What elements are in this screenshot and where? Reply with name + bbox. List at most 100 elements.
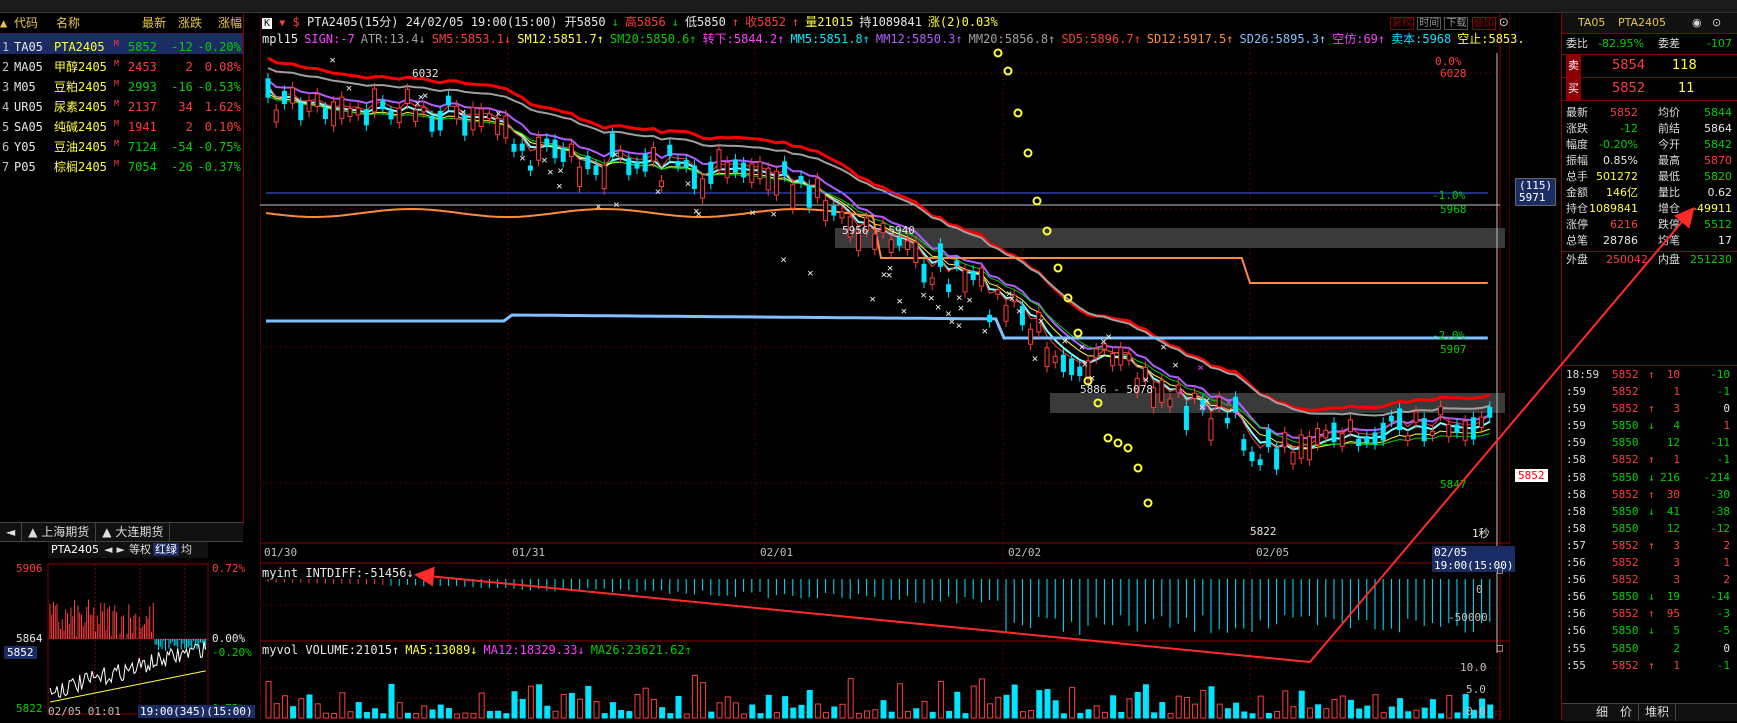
col-header-name[interactable]: 名称 <box>56 16 81 30</box>
tick-row[interactable]: :59 5852 ↑ 3 0 <box>1562 400 1737 417</box>
signal-marker: × <box>886 268 893 281</box>
stat-label: 总笔 <box>1566 234 1588 247</box>
candle <box>347 108 353 118</box>
tick-row[interactable]: :58 5850 12 -12 <box>1562 520 1737 537</box>
sort-icon[interactable]: ▲ <box>0 16 8 30</box>
tick-time: :56 <box>1566 624 1586 638</box>
time-button[interactable]: 时间 <box>1417 17 1442 30</box>
col-header-code[interactable]: 代码 <box>14 16 39 30</box>
signal-marker: × <box>935 301 942 314</box>
volume-bar <box>716 702 723 719</box>
mini-redgreen-tab[interactable]: 红绿 <box>152 543 179 556</box>
stop-marker <box>1073 328 1083 338</box>
ohlc-field: 量21015 <box>805 15 854 29</box>
tick-row[interactable]: :56 5852 3 1 <box>1562 554 1737 571</box>
tick-row[interactable]: :56 5850 ↓ 5 -5 <box>1562 622 1737 639</box>
tab-stack[interactable]: 堆积 <box>1639 704 1677 721</box>
dropdown-icon[interactable]: ▼ <box>279 18 286 29</box>
tick-row[interactable]: :58 5850 ↓ 41 -38 <box>1562 503 1737 520</box>
candle <box>765 167 771 191</box>
signal-marker: × <box>556 179 563 192</box>
mini-avg-tab[interactable]: 均 <box>180 543 192 556</box>
tick-row[interactable]: :58 5852 ↑ 30 -30 <box>1562 486 1737 503</box>
main-chart-svg[interactable]: ××××××××××××××××××××××××××××××××××××××××… <box>259 13 1511 720</box>
tick-row[interactable]: :57 5852 ↑ 3 2 <box>1562 537 1737 554</box>
clock-icon[interactable]: ⊙ <box>1712 16 1722 29</box>
tab-detail[interactable]: 细 <box>1596 705 1609 719</box>
stat-label: 今开 <box>1658 138 1680 151</box>
tick-row[interactable]: :55 5850 2 0 <box>1562 640 1737 657</box>
volume-bar <box>650 698 657 719</box>
mini-y-prev: 5864 <box>16 632 43 645</box>
volume-bar <box>478 692 485 719</box>
clock-icon[interactable]: ⊙ <box>1498 15 1509 29</box>
pane-toggle-icon[interactable]: □ <box>1497 565 1504 576</box>
watchlist-row[interactable]: 2 MA05 甲醇2405 M 2453 2 0.08% <box>0 54 243 74</box>
tick-row[interactable]: :55 5852 ↑ 1 -1 <box>1562 657 1737 674</box>
tick-arrow: ↑ <box>1648 453 1655 467</box>
tick-row[interactable]: :59 5850 ↓ 4 1 <box>1562 417 1737 434</box>
col-header-change[interactable]: 涨跌 <box>177 16 202 30</box>
mini-intraday-chart: PTA2405 ◄ ► 等权 红绿均 5906 5864 5852 5822 0.72%… <box>0 542 258 720</box>
mini-prev-button[interactable]: ◄ <box>104 543 113 556</box>
mm20-line <box>267 67 1491 417</box>
volume-bar <box>1487 704 1494 719</box>
candle <box>864 217 870 232</box>
overlay-button[interactable]: 叠加 <box>1471 17 1496 30</box>
watchlist-row[interactable]: 7 P05 棕榈2405 M 7054 -26 -0.37% <box>0 154 243 174</box>
candle <box>1470 417 1476 440</box>
axis-price-6028: 6028 <box>1440 67 1467 80</box>
col-header-pct[interactable]: 涨幅 <box>217 16 242 30</box>
tick-delta: -1 <box>1716 453 1730 467</box>
tick-row[interactable]: :56 5852 ↑ 95 -3 <box>1562 605 1737 622</box>
volume-bar <box>1323 708 1330 719</box>
download-button[interactable]: 下载 <box>1444 17 1469 30</box>
tick-row[interactable]: 18:59 5852 ↑ 10 -10 <box>1562 366 1737 383</box>
tick-row[interactable]: :58 5850 ↓ 216 -214 <box>1562 469 1737 486</box>
col-header-last[interactable]: 最新 <box>141 16 166 30</box>
volume-bar <box>618 710 625 719</box>
tab-exchange-shfe[interactable]: ▲ 上海期货 <box>22 523 97 541</box>
mini-next-button[interactable]: ► <box>116 543 125 556</box>
candle <box>421 106 427 113</box>
watchlist-row[interactable]: 3 M05 豆粕2405 M 2993 -16 -0.53% <box>0 74 243 94</box>
tick-row[interactable]: :56 5852 3 2 <box>1562 571 1737 588</box>
main-kline-chart[interactable]: × × × × × × × × × × × × × × × × × × × × × × × × × × × × × × × × × × × × × × × ×… <box>259 13 1557 722</box>
tick-row[interactable]: :56 5850 ↓ 19 -14 <box>1562 588 1737 605</box>
tick-list[interactable]: 18:59 5852 ↑ 10 -10:59 5852 1 -1:59 5852 ↑ 3 0:59 58… <box>1562 365 1737 674</box>
volume-bar <box>1126 698 1133 719</box>
watchlist-row[interactable]: 1 TA05 PTA2405 M 5852 -12 -0.20% <box>0 34 243 54</box>
stat-value: 5852 <box>1610 106 1638 119</box>
pane-toggle-icon[interactable]: □ <box>1497 643 1504 654</box>
stat-value: 0.85% <box>1603 154 1638 167</box>
candle <box>1429 430 1435 437</box>
row-pct: 1.62% <box>204 100 241 114</box>
signal-marker: × <box>612 148 619 161</box>
candle <box>437 110 443 131</box>
candle <box>987 314 993 323</box>
tick-row[interactable]: :58 5852 ↑ 1 -1 <box>1562 451 1737 468</box>
volume-bar <box>847 678 854 719</box>
tick-row[interactable]: :59 5852 1 -1 <box>1562 383 1737 400</box>
volume-bar <box>1085 709 1092 719</box>
volume-bar <box>1192 703 1199 719</box>
watchlist-row[interactable]: 4 UR05 尿素2405 M 2137 34 1.62% <box>0 94 243 114</box>
volume-bar <box>970 685 977 719</box>
watchlist-row[interactable]: 5 SA05 纯碱2405 M 1941 2 0.10% <box>0 114 243 134</box>
tick-time: :58 <box>1566 504 1586 518</box>
kline-menu-button[interactable]: K <box>262 18 273 29</box>
candle <box>1454 424 1460 433</box>
tab-price[interactable]: 价 <box>1614 704 1640 721</box>
volume-bar <box>445 708 452 719</box>
mini-equal-weight-tab[interactable]: 等权 <box>128 543 151 556</box>
watchlist-row[interactable]: 6 Y05 豆油2405 M 7124 -54 -0.75% <box>0 134 243 154</box>
candle <box>519 143 525 151</box>
tick-row[interactable]: :59 5850 12 -11 <box>1562 434 1737 451</box>
volume-bar <box>601 713 608 719</box>
signal-marker: × <box>956 319 963 332</box>
restore-weight-button[interactable]: 复权 <box>1390 17 1414 30</box>
intdiff-axis-0: 0 <box>1476 583 1483 596</box>
tab-exchange-dce[interactable]: ▲ 大连期货 <box>96 523 171 541</box>
tab-left-arrow[interactable]: ◄ <box>0 523 23 541</box>
target-icon[interactable]: ◉ <box>1692 16 1702 29</box>
